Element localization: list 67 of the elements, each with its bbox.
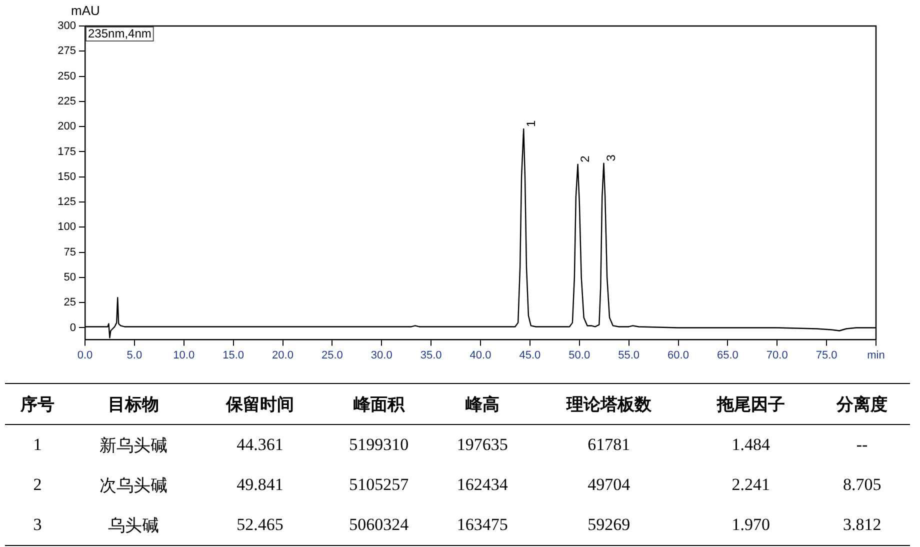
text: 163475 bbox=[456, 515, 508, 534]
text: 8.705 bbox=[842, 475, 882, 494]
text: 1.484 bbox=[732, 435, 770, 454]
x-tick-label: 25.0 bbox=[321, 349, 343, 362]
y-tick-label: 0 bbox=[70, 322, 76, 334]
text: 乌头碱 bbox=[108, 516, 159, 534]
y-axis-title: mAU bbox=[71, 3, 100, 18]
text: 5199310 bbox=[349, 435, 409, 454]
annotation: 1 bbox=[524, 120, 538, 127]
category-label: 拖尾因子 bbox=[688, 384, 814, 424]
text: 新乌头碱 bbox=[99, 436, 168, 454]
category-label: 理论塔板数 bbox=[530, 384, 688, 424]
x-tick-label: 40.0 bbox=[470, 349, 492, 362]
category-label: 序号 bbox=[5, 384, 70, 424]
x-tick-label: 5.0 bbox=[126, 349, 142, 362]
x-tick-label: 75.0 bbox=[816, 349, 838, 362]
x-tick-label: 10.0 bbox=[173, 349, 195, 362]
x-tick-label: 35.0 bbox=[420, 349, 442, 362]
text: 次乌头碱 bbox=[99, 476, 168, 494]
text: -- bbox=[856, 435, 868, 454]
text: 2.241 bbox=[732, 475, 770, 494]
text: 5105257 bbox=[349, 475, 409, 494]
annotation: 2 bbox=[578, 155, 592, 162]
x-tick-label: 20.0 bbox=[272, 349, 294, 362]
x-tick-label: 30.0 bbox=[370, 349, 392, 362]
text: 3 bbox=[33, 515, 42, 534]
x-tick-label: min bbox=[867, 349, 885, 362]
x-tick-label: 65.0 bbox=[716, 349, 738, 362]
x-tick-label: 0.0 bbox=[77, 349, 93, 362]
y-tick-label: 150 bbox=[58, 170, 76, 183]
y-tick-label: 50 bbox=[64, 271, 76, 284]
text: 197635 bbox=[456, 435, 508, 454]
x-tick-label: 50.0 bbox=[568, 349, 590, 362]
y-tick-label: 25 bbox=[64, 296, 76, 309]
y-tick-label: 300 bbox=[58, 20, 76, 32]
y-tick-label: 100 bbox=[58, 221, 76, 234]
text: 162434 bbox=[456, 475, 508, 494]
x-tick-label: 55.0 bbox=[618, 349, 640, 362]
text: 52.465 bbox=[236, 515, 284, 534]
y-tick-label: 200 bbox=[58, 120, 76, 133]
category-label: 保留时间 bbox=[196, 384, 324, 424]
y-tick-label: 225 bbox=[58, 95, 76, 108]
y-tick-label: 275 bbox=[58, 45, 76, 58]
x-tick-label: 60.0 bbox=[668, 349, 689, 362]
category-label: 目标物 bbox=[70, 384, 197, 424]
x-tick-label: 15.0 bbox=[222, 349, 244, 362]
text: 49704 bbox=[588, 475, 630, 494]
annotation: 235nm,4nm bbox=[88, 26, 152, 40]
y-tick-label: 175 bbox=[58, 146, 76, 158]
x-tick-label: 70.0 bbox=[766, 349, 788, 362]
category-label: 分离度 bbox=[814, 384, 910, 424]
y-tick-label: 250 bbox=[58, 70, 76, 82]
text: 1.970 bbox=[732, 515, 770, 534]
text: 49.841 bbox=[236, 475, 284, 494]
annotation: 3 bbox=[604, 154, 618, 162]
y-tick-label: 125 bbox=[58, 196, 76, 208]
text: 59269 bbox=[588, 515, 630, 534]
text: 61781 bbox=[588, 435, 630, 454]
y-tick-label: 75 bbox=[64, 246, 76, 258]
text: 5060324 bbox=[349, 515, 409, 534]
text: 44.361 bbox=[236, 435, 284, 454]
text: 3.812 bbox=[842, 515, 882, 534]
text: 1 bbox=[33, 435, 42, 454]
category-label: 峰面积 bbox=[323, 384, 434, 424]
x-tick-label: 45.0 bbox=[519, 349, 541, 362]
text: 2 bbox=[33, 475, 42, 494]
category-label: 峰高 bbox=[434, 384, 530, 424]
